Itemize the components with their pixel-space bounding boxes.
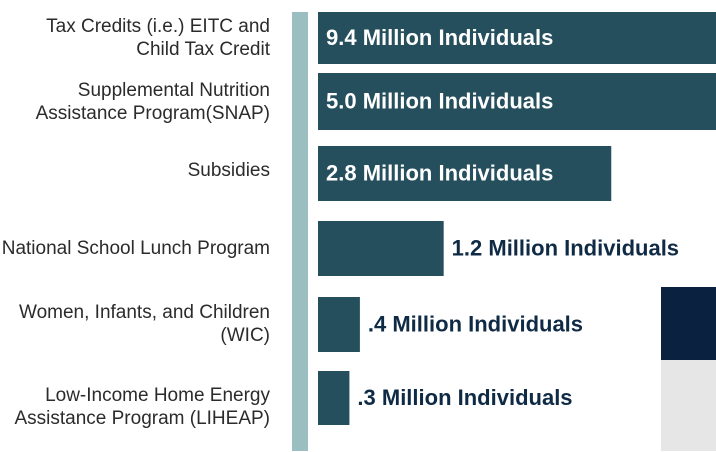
bar <box>318 371 350 425</box>
bar <box>318 146 612 201</box>
decor-block <box>661 287 716 360</box>
bar <box>318 297 360 352</box>
axis-strip <box>292 12 308 451</box>
value-label: 1.2 Million Individuals <box>452 235 679 260</box>
value-label: .3 Million Individuals <box>357 385 572 410</box>
category-label: Subsidies <box>187 159 270 181</box>
value-label: 5.0 Million Individuals <box>326 88 553 113</box>
bars <box>318 12 716 425</box>
value-label: 9.4 Million Individuals <box>326 25 553 50</box>
bar <box>318 73 716 130</box>
bar <box>318 12 716 64</box>
bar <box>318 221 444 276</box>
decor-block <box>661 360 716 451</box>
value-label: 2.8 Million Individuals <box>326 160 553 185</box>
category-label: National School Lunch Program <box>1 237 270 259</box>
value-label: .4 Million Individuals <box>368 311 583 336</box>
category-label: Women, Infants, and Children (WIC) <box>18 302 270 346</box>
category-label: Low-Income Home Energy Assistance Progra… <box>14 385 270 429</box>
category-label: Supplemental Nutrition Assistance Progra… <box>35 79 270 124</box>
category-label: Tax Credits (i.e.) EITC and Child Tax Cr… <box>46 16 270 60</box>
